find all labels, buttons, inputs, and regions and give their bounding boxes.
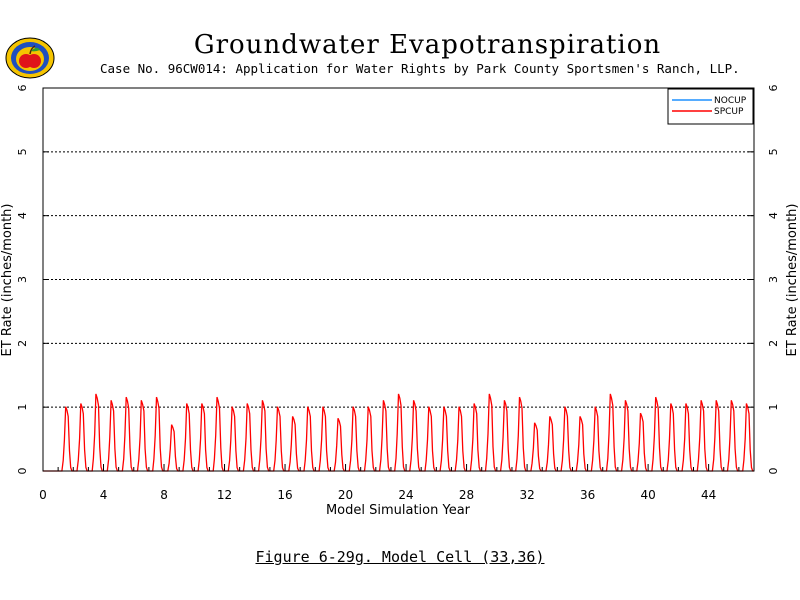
y-tick-label-right: 6 — [767, 85, 780, 92]
x-tick-label: 0 — [39, 488, 47, 502]
legend-label-spcup: SPCUP — [714, 107, 744, 117]
x-tick-label: 28 — [459, 488, 474, 502]
y-tick-label-right: 1 — [767, 404, 780, 411]
y-tick-label-left: 0 — [16, 468, 29, 475]
y-tick-label-left: 4 — [16, 212, 29, 219]
x-tick-label: 36 — [580, 488, 595, 502]
y-tick-label-right: 3 — [767, 276, 780, 283]
x-tick-label: 16 — [277, 488, 292, 502]
chart-subtitle: Case No. 96CW014: Application for Water … — [100, 61, 740, 76]
series-line-spcup — [43, 393, 754, 472]
y-tick-label-right: 2 — [767, 340, 780, 347]
x-axis-label: Model Simulation Year — [326, 503, 471, 518]
legend-label-nocup: NOCUP — [714, 96, 747, 106]
x-tick-label: 8 — [160, 488, 168, 502]
legend-box — [667, 88, 754, 125]
y-tick-label-right: 4 — [767, 212, 780, 219]
y-tick-label-left: 3 — [16, 276, 29, 283]
figure-caption: Figure 6-29g. Model Cell (33,36) — [255, 548, 545, 566]
y-tick-label-left: 5 — [16, 148, 29, 155]
x-tick-label: 44 — [701, 488, 716, 502]
chart-title: Groundwater Evapotranspiration — [193, 30, 662, 60]
y-tick-label-left: 1 — [16, 404, 29, 411]
x-tick-label: 32 — [519, 488, 534, 502]
apple-seal-icon — [4, 37, 56, 83]
x-tick-label: 20 — [338, 488, 353, 502]
legend: NOCUP SPCUP — [667, 88, 754, 125]
y-tick-label-left: 2 — [16, 340, 29, 347]
y-axis-label-right: ET Rate (inches/month) — [785, 204, 800, 357]
x-tick-label: 12 — [217, 488, 232, 502]
x-tick-label: 24 — [398, 488, 413, 502]
y-tick-label-right: 0 — [767, 468, 780, 475]
x-tick-label: 4 — [100, 488, 108, 502]
y-axis-label-left: ET Rate (inches/month) — [0, 204, 15, 357]
x-tick-label: 40 — [640, 488, 655, 502]
y-tick-label-left: 6 — [16, 85, 29, 92]
y-tick-label-right: 5 — [767, 148, 780, 155]
